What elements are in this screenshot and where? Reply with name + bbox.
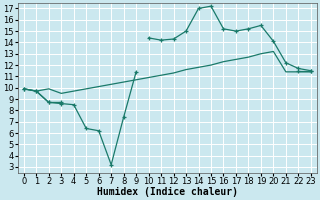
- X-axis label: Humidex (Indice chaleur): Humidex (Indice chaleur): [97, 187, 238, 197]
